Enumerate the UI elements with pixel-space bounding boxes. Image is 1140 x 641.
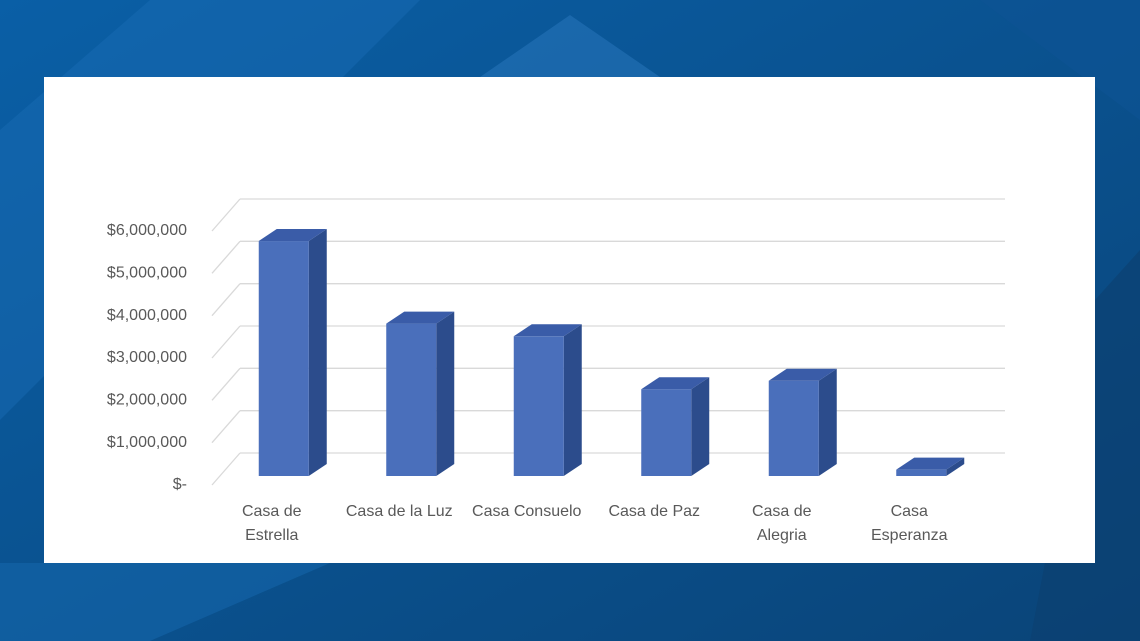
bar-top bbox=[641, 377, 710, 390]
bar-side bbox=[691, 377, 710, 476]
grid-line bbox=[211, 452, 241, 486]
grid-line bbox=[211, 240, 241, 274]
bg-shape bbox=[0, 563, 330, 641]
bar bbox=[896, 469, 947, 476]
bar-side bbox=[308, 229, 327, 476]
chart-panel bbox=[44, 77, 1095, 563]
bg-shape bbox=[480, 15, 660, 77]
bar-top bbox=[896, 457, 965, 470]
bar-side bbox=[563, 324, 582, 476]
bar bbox=[641, 389, 692, 476]
grid-line bbox=[211, 410, 241, 444]
grid-line bbox=[211, 198, 241, 232]
x-tick-label: Casa Consuelo bbox=[472, 503, 582, 520]
bar bbox=[768, 380, 819, 476]
x-tick-label: Casa de Alegria bbox=[751, 503, 812, 544]
y-tick-label: $2,000,000 bbox=[107, 392, 187, 409]
grid-line bbox=[211, 367, 241, 401]
plot-area: $- $1,000,000 $2,000,000 $3,000,000 $4,000,0… bbox=[107, 198, 1005, 493]
x-tick-label: Casa de Estrella bbox=[241, 503, 302, 544]
bg-shape bbox=[760, 0, 1140, 120]
x-tick-label: Casa Esperanza bbox=[871, 503, 948, 544]
bar bbox=[258, 241, 309, 476]
y-tick-label: $5,000,000 bbox=[107, 265, 187, 282]
y-tick-label: $6,000,000 bbox=[107, 222, 187, 239]
x-tick-label: Casa de la Luz bbox=[345, 503, 453, 520]
bar-top bbox=[768, 368, 837, 381]
y-tick-label: $- bbox=[173, 476, 187, 493]
y-tick-label: $3,000,000 bbox=[107, 349, 187, 366]
bar bbox=[386, 323, 437, 476]
bar-top bbox=[513, 324, 582, 337]
y-tick-label: $1,000,000 bbox=[107, 434, 187, 451]
grid-line bbox=[211, 283, 241, 317]
bar-side bbox=[436, 311, 455, 476]
grid-line bbox=[211, 325, 241, 359]
bar-side bbox=[818, 368, 837, 476]
y-tick-label: $4,000,000 bbox=[107, 307, 187, 324]
bar-side bbox=[946, 457, 965, 476]
bar-top bbox=[386, 311, 455, 324]
bar-top bbox=[258, 229, 327, 242]
x-tick-label: Casa de Paz bbox=[608, 503, 701, 520]
bar bbox=[513, 336, 564, 476]
